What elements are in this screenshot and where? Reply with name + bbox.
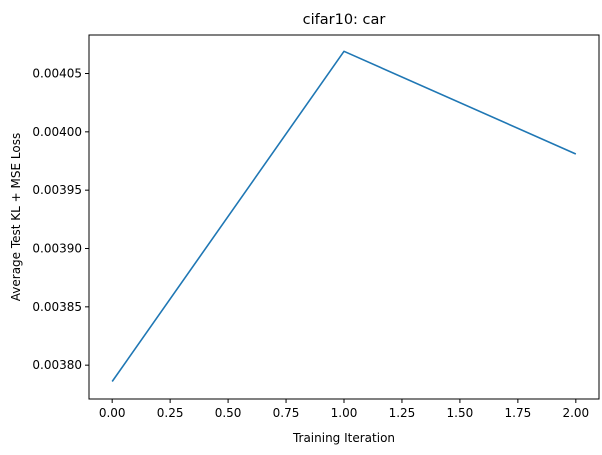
- y-tick-label: 0.00380: [32, 358, 82, 372]
- y-tick-label: 0.00400: [32, 125, 82, 139]
- plot-area: 0.00 0.25 0.50 0.75 1.00 1.25 1.50 1.75 2.00 0.00…: [32, 50, 589, 420]
- x-tick-label: 1.50: [447, 406, 474, 420]
- x-tick-label: 1.25: [389, 406, 416, 420]
- y-tick-label: 0.00395: [32, 183, 82, 197]
- series-line: [111, 50, 577, 382]
- chart-title: cifar10: car: [303, 12, 386, 28]
- x-tick-label: 0.75: [273, 406, 300, 420]
- y-tick-label: 0.00385: [32, 300, 82, 314]
- x-tick-label: 0.50: [215, 406, 242, 420]
- x-tick-label: 1.00: [331, 406, 358, 420]
- plot-frame: [88, 34, 600, 400]
- x-tick-label: 2.00: [562, 406, 589, 420]
- x-tick-label: 0.25: [157, 406, 184, 420]
- y-tick-label: 0.00390: [32, 242, 82, 256]
- x-tick-label: 0.00: [99, 406, 126, 420]
- x-axis-label: Training Iteration: [292, 431, 395, 445]
- x-tick-label: 1.75: [505, 406, 532, 420]
- y-tick-label: 0.00405: [32, 67, 82, 81]
- y-axis-label: Average Test KL + MSE Loss: [9, 133, 23, 301]
